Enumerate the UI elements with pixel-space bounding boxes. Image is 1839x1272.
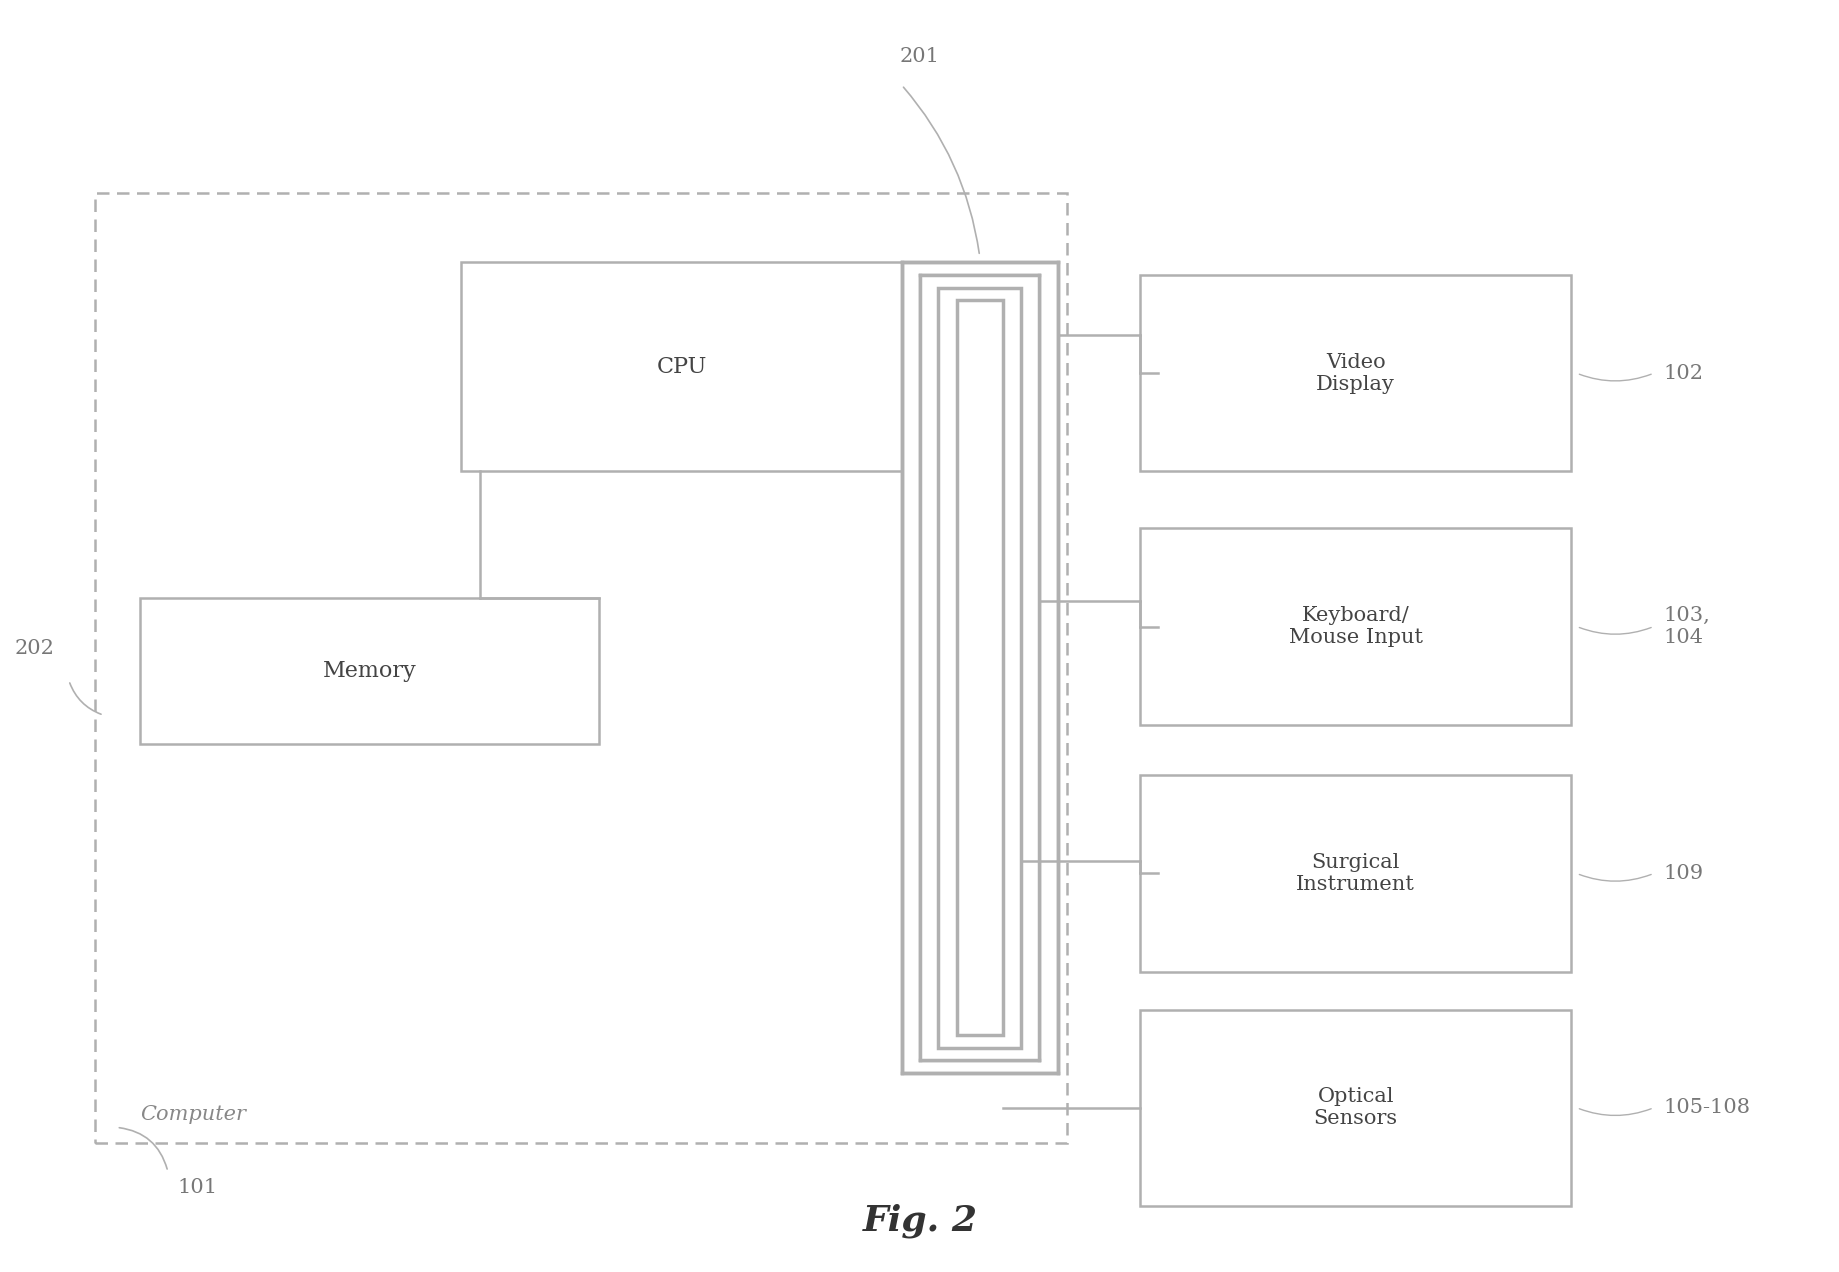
Bar	[901, 262, 1057, 1072]
Bar	[94, 193, 1067, 1142]
Bar	[956, 300, 1002, 1035]
Text: Surgical
Instrument: Surgical Instrument	[1295, 854, 1414, 894]
Text: 102: 102	[1662, 364, 1703, 383]
Bar	[462, 262, 901, 472]
Bar	[140, 598, 600, 744]
Text: Computer: Computer	[140, 1104, 246, 1123]
Bar	[956, 300, 1002, 1035]
Text: 109: 109	[1662, 864, 1703, 883]
Text: CPU: CPU	[657, 356, 706, 378]
Bar	[920, 275, 1039, 1061]
Bar	[938, 287, 1021, 1048]
Text: Memory: Memory	[322, 660, 416, 682]
Bar	[1140, 275, 1571, 472]
Text: Fig. 2: Fig. 2	[862, 1203, 977, 1238]
Text: 105-108: 105-108	[1662, 1098, 1749, 1117]
Bar	[1140, 528, 1571, 725]
Bar	[1140, 1010, 1571, 1206]
Text: 103,
104: 103, 104	[1662, 605, 1708, 647]
Bar	[938, 287, 1021, 1048]
Text: 201: 201	[899, 47, 940, 66]
Text: 202: 202	[15, 639, 53, 658]
Text: Video
Display: Video Display	[1315, 352, 1394, 394]
Text: 101: 101	[177, 1178, 217, 1197]
Bar	[920, 275, 1039, 1061]
Text: Keyboard/
Mouse Input: Keyboard/ Mouse Input	[1287, 605, 1422, 647]
Bar	[1140, 776, 1571, 972]
Text: Optical
Sensors: Optical Sensors	[1313, 1088, 1398, 1128]
